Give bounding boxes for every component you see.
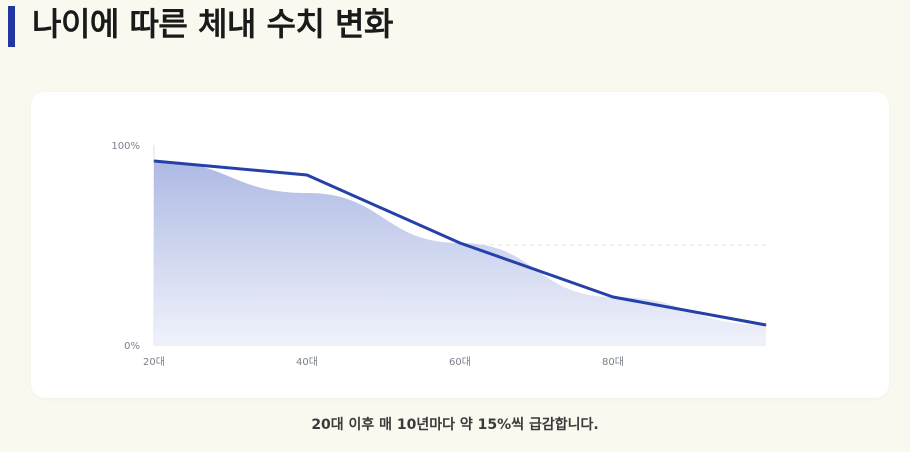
chart-caption: 20대 이후 매 10년마다 약 15%씩 급감합니다.: [311, 417, 599, 433]
x-tick-label: 20대: [143, 356, 165, 368]
y-tick-label: 0%: [124, 341, 140, 352]
data-point-0-3: [612, 296, 614, 298]
data-point-0-1: [306, 174, 308, 176]
area-chart: 20대 40대 60대 80대 100% 0%: [111, 141, 767, 368]
x-tick-label: 40대: [296, 356, 318, 368]
data-point-0-0: [153, 160, 155, 162]
data-point-0-2: [459, 242, 461, 244]
x-tick-label: 60대: [449, 356, 471, 368]
data-point-0-4: [765, 324, 767, 326]
chart-card: 20대 40대 60대 80대 100% 0%: [31, 92, 889, 398]
title-accent-bar: [8, 6, 15, 47]
x-tick-label: 80대: [602, 356, 624, 368]
area-fill: [154, 161, 766, 345]
page-title: 나이에 따른 체내 수치 변화: [32, 5, 393, 43]
y-tick-label: 100%: [111, 141, 140, 152]
